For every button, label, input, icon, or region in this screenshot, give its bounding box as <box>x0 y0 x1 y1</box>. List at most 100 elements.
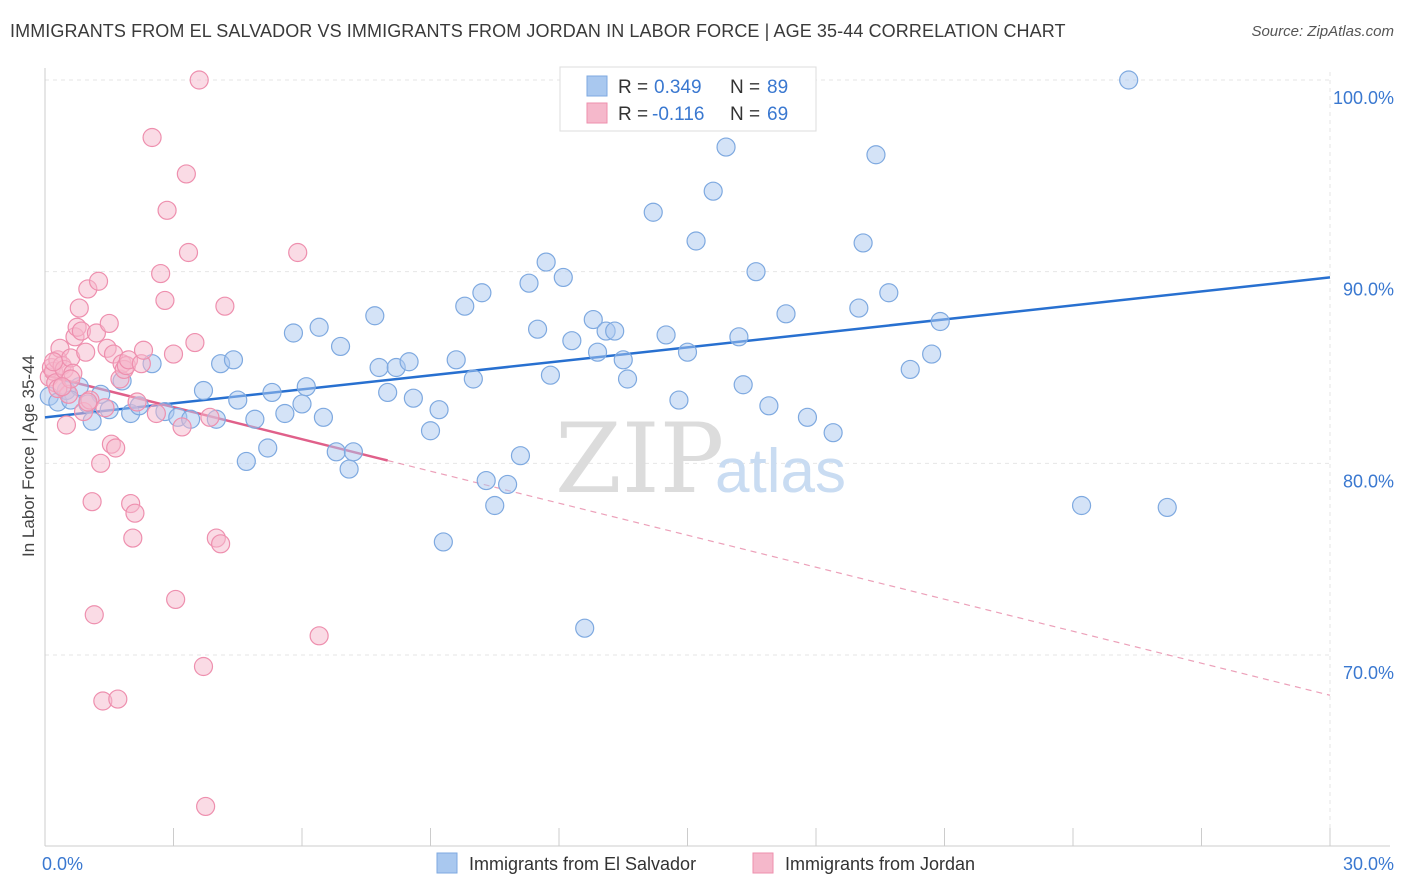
stats-legend-n-value-pink: 69 <box>767 104 788 125</box>
point-jordan <box>189 70 209 90</box>
point-el-salvador <box>343 442 363 462</box>
point-el-salvador <box>733 375 753 395</box>
point-jordan <box>200 407 220 427</box>
point-el-salvador <box>498 474 518 495</box>
point-el-salvador <box>463 369 483 389</box>
point-jordan <box>166 589 186 610</box>
point-el-salvador <box>275 403 295 424</box>
point-jordan <box>157 200 177 220</box>
point-el-salvador <box>292 394 312 414</box>
point-el-salvador <box>853 233 873 253</box>
legend-label-jordan: Immigrants from Jordan <box>785 854 975 874</box>
point-el-salvador <box>245 409 265 429</box>
watermark-atlas: atlas <box>715 437 846 506</box>
point-el-salvador <box>553 267 573 288</box>
point-jordan <box>185 332 205 353</box>
point-el-salvador <box>922 344 942 364</box>
point-jordan <box>99 313 119 334</box>
point-el-salvador <box>326 442 346 462</box>
point-el-salvador <box>236 451 256 472</box>
point-jordan <box>84 605 104 625</box>
point-el-salvador <box>446 350 466 370</box>
series-legend: Immigrants from El Salvador Immigrants f… <box>436 852 975 874</box>
stats-legend-r-value-blue: 0.349 <box>654 77 702 98</box>
point-el-salvador <box>900 359 920 380</box>
point-el-salvador <box>617 369 638 389</box>
point-el-salvador <box>378 382 398 403</box>
point-el-salvador <box>365 306 385 326</box>
point-jordan <box>43 352 64 372</box>
point-el-salvador <box>823 423 843 443</box>
point-el-salvador <box>540 365 561 385</box>
chart-title: IMMIGRANTS FROM EL SALVADOR VS IMMIGRANT… <box>10 21 1066 41</box>
point-el-salvador <box>472 283 492 303</box>
point-el-salvador <box>527 319 548 339</box>
point-el-salvador <box>669 390 689 410</box>
point-el-salvador <box>583 309 603 330</box>
point-jordan <box>78 392 98 412</box>
point-el-salvador <box>420 421 441 441</box>
stats-legend-n-label-pink: N = <box>730 104 760 125</box>
point-el-salvador <box>296 377 316 397</box>
point-jordan <box>309 626 329 646</box>
tick-labels: 70.0% 80.0% 90.0% 100.0% 0.0% 30.0% <box>42 88 1394 874</box>
y-axis-label: In Labor Force | Age 35-44 <box>19 355 38 557</box>
point-el-salvador <box>536 252 556 272</box>
point-el-salvador <box>403 388 423 408</box>
point-el-salvador <box>510 446 531 466</box>
point-el-salvador <box>605 321 625 341</box>
point-el-salvador <box>613 350 633 370</box>
data-points <box>39 70 1177 817</box>
point-jordan <box>146 403 166 424</box>
watermark-zip: ZIP <box>555 403 724 515</box>
stats-legend-swatch-blue <box>586 75 608 97</box>
point-el-salvador <box>339 459 359 479</box>
legend-swatch-jordan <box>752 852 774 874</box>
point-el-salvador <box>313 407 334 427</box>
stats-legend-swatch-pink <box>586 102 608 124</box>
stats-legend-r-label-pink: R = <box>618 104 648 125</box>
point-jordan <box>125 503 145 523</box>
point-el-salvador <box>759 396 779 416</box>
point-jordan <box>86 323 107 343</box>
watermark: ZIP atlas <box>555 403 846 515</box>
point-el-salvador <box>1071 495 1092 516</box>
point-el-salvador <box>656 325 676 345</box>
legend-swatch-el-salvador <box>436 852 458 874</box>
point-jordan <box>52 377 72 397</box>
point-el-salvador <box>228 390 248 410</box>
point-jordan <box>211 534 231 554</box>
stats-legend: R = 0.349 N = 89 R = -0.116 N = 69 <box>559 66 817 132</box>
point-jordan <box>76 342 96 362</box>
point-el-salvador <box>429 400 449 420</box>
point-el-salvador <box>866 145 886 165</box>
point-el-salvador <box>1119 70 1139 90</box>
y-tick-label: 80.0% <box>1343 471 1394 491</box>
point-jordan <box>69 298 89 318</box>
point-el-salvador <box>643 202 663 222</box>
point-jordan <box>215 296 235 316</box>
point-el-salvador <box>485 495 505 516</box>
point-jordan <box>151 263 171 284</box>
point-el-salvador <box>797 407 818 427</box>
point-jordan <box>56 415 77 435</box>
point-jordan <box>123 528 143 548</box>
point-jordan <box>133 340 154 360</box>
point-el-salvador <box>193 380 214 401</box>
trend-line-jordan-extrapolated <box>387 459 1331 696</box>
point-jordan <box>288 242 308 263</box>
point-el-salvador <box>562 331 582 351</box>
point-el-salvador <box>283 323 304 343</box>
point-el-salvador <box>369 357 389 378</box>
point-jordan <box>176 164 196 184</box>
y-tick-label: 90.0% <box>1343 280 1394 300</box>
point-el-salvador <box>703 181 723 201</box>
point-jordan <box>95 398 115 418</box>
point-el-salvador <box>330 336 351 357</box>
point-el-salvador <box>716 137 736 157</box>
point-el-salvador <box>309 317 329 337</box>
point-el-salvador <box>399 352 419 372</box>
point-el-salvador <box>930 311 950 332</box>
point-el-salvador <box>686 231 706 251</box>
